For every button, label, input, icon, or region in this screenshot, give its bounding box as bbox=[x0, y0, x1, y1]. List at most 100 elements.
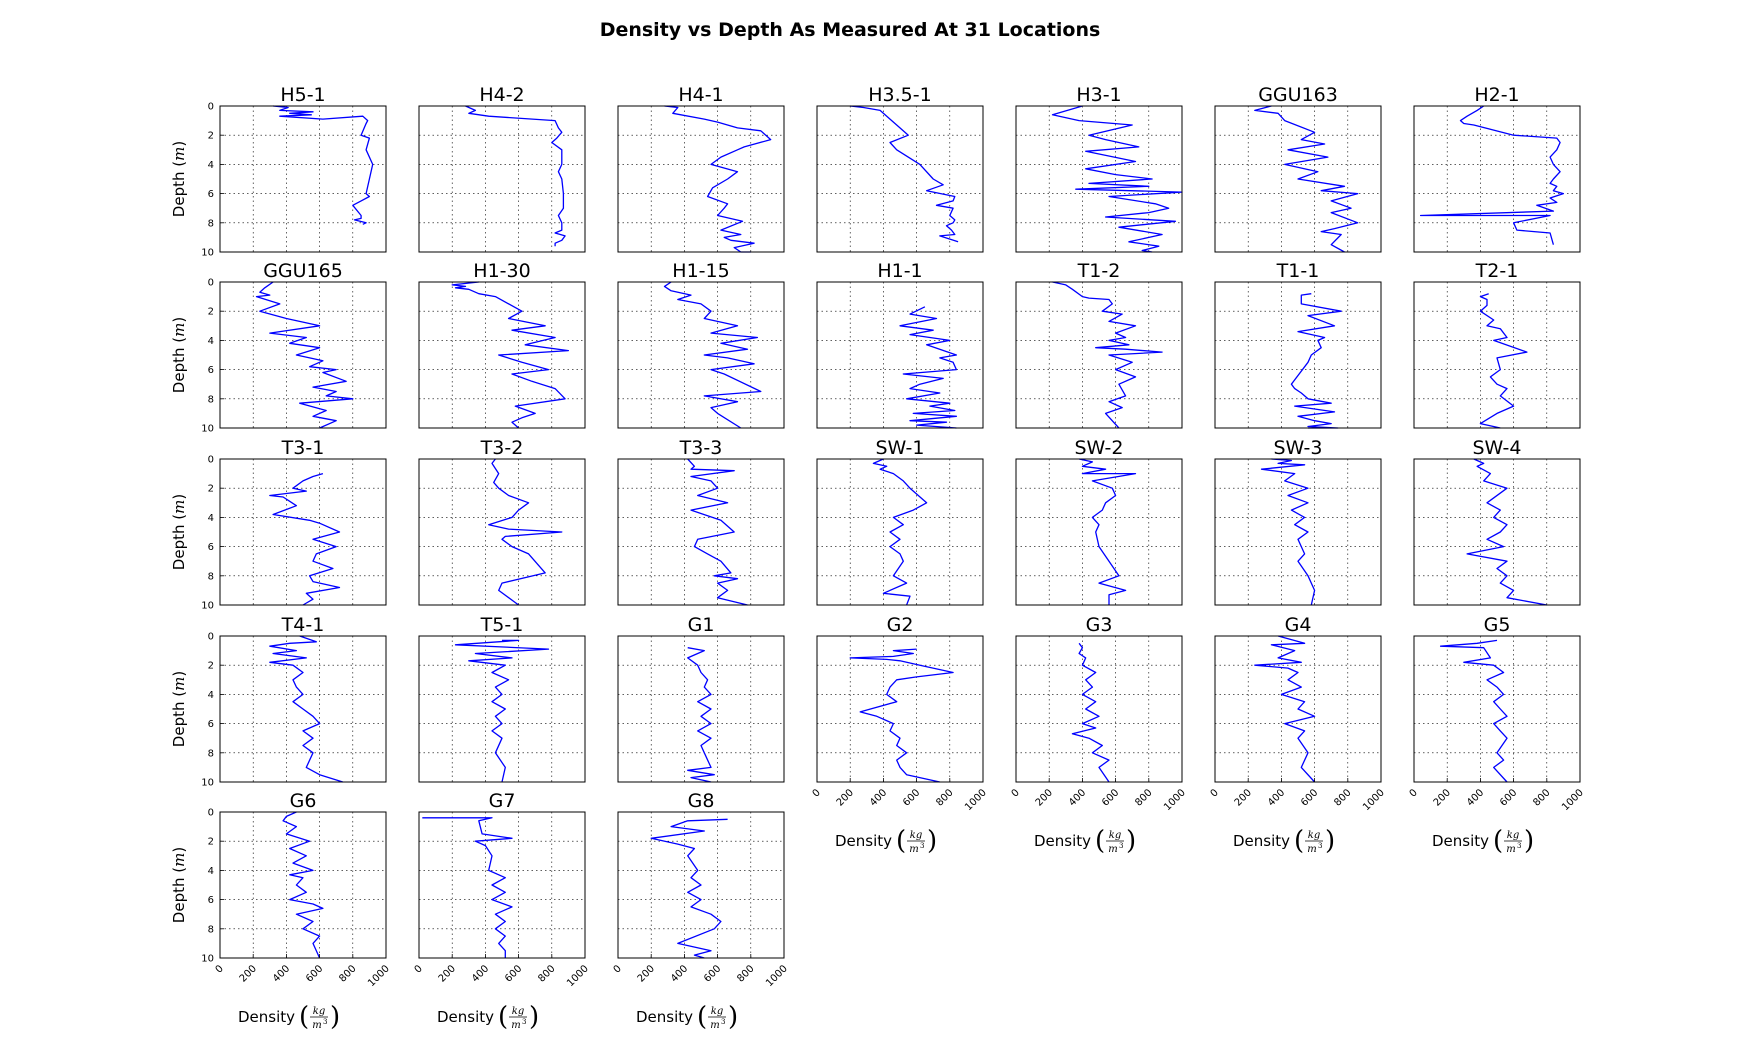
panel-g6-ylabel: Depth (m) bbox=[170, 847, 188, 923]
panel-sw-3: SW-3 bbox=[1214, 437, 1382, 606]
panel-sw-3-title: SW-3 bbox=[1273, 437, 1322, 459]
panel-h3-1-series-line bbox=[1051, 105, 1183, 253]
panel-ggu165-series-line bbox=[255, 281, 354, 429]
panel-g7-xlabel-text: Density bbox=[437, 1008, 494, 1026]
panel-t4-1-ytick-label: 4 bbox=[208, 690, 214, 701]
panel-g6-ytick-label: 6 bbox=[208, 895, 214, 906]
panel-g4-xtick-label: 600 bbox=[1299, 787, 1320, 808]
panel-h3-5-1: H3.5-1 bbox=[816, 84, 984, 253]
panel-g8-frame bbox=[617, 811, 785, 959]
panel-g5-frame bbox=[1413, 635, 1581, 783]
panel-h5-1-ylabel-unit-close: ) bbox=[170, 141, 188, 147]
panel-h3-1-frame bbox=[1015, 105, 1183, 253]
panel-g7-xtick-label: 600 bbox=[503, 963, 524, 984]
panel-g4-xtick-label: 400 bbox=[1266, 787, 1287, 808]
panel-t5-1-title: T5-1 bbox=[480, 614, 524, 636]
panel-ggu165: GGU165 0 2 4 6 8 10 Depth (m) bbox=[170, 260, 387, 435]
panel-h4-1: H4-1 bbox=[617, 84, 785, 253]
panel-ggu165-frame bbox=[219, 281, 387, 429]
panel-t3-1-ylabel: Depth (m) bbox=[170, 494, 188, 570]
panel-t1-2: T1-2 bbox=[1015, 260, 1183, 429]
panel-h1-30: H1-30 bbox=[418, 260, 586, 429]
panel-g7-xlabel-lparen: ( bbox=[498, 1002, 508, 1032]
panel-g7-xtick-label: 800 bbox=[536, 963, 557, 984]
panel-g3-xtick-label: 0 bbox=[1010, 787, 1022, 799]
panel-ggu165-title: GGU165 bbox=[263, 260, 343, 282]
panel-g8-xlabel: Density(kg m 3) bbox=[636, 1002, 738, 1032]
panel-h5-1-frame bbox=[219, 105, 387, 253]
panel-g4-xlabel-rparen: ) bbox=[1325, 826, 1335, 856]
panel-h3-5-1-series-line bbox=[850, 105, 959, 243]
panel-g2-xlabel-rparen: ) bbox=[927, 826, 937, 856]
panel-t3-1-ylabel-name: Depth bbox=[170, 520, 188, 570]
panel-sw-1-frame bbox=[816, 458, 984, 606]
panel-ggu165-ytick-label: 8 bbox=[208, 394, 214, 405]
panel-t2-1-series-line bbox=[1479, 293, 1528, 429]
panel-g6-xtick-label: 200 bbox=[238, 963, 259, 984]
panel-h5-1-title: H5-1 bbox=[280, 84, 325, 106]
panel-g8-xunit-num: kg bbox=[711, 1006, 723, 1017]
panel-g2-title: G2 bbox=[887, 614, 914, 636]
panel-g6-ytick-label: 10 bbox=[201, 954, 214, 965]
panel-g8-xtick-label: 0 bbox=[612, 963, 624, 975]
panel-g6-xtick-label: 800 bbox=[337, 963, 358, 984]
panel-h5-1-series-line bbox=[273, 105, 374, 225]
panel-g6-ytick-label: 8 bbox=[208, 924, 214, 935]
panel-t3-1-ylabel-text: Depth (m) bbox=[170, 494, 188, 570]
panel-g5-xlabel: Density(kg m 3) bbox=[1432, 826, 1534, 856]
panel-t4-1-ytick-label: 10 bbox=[201, 778, 214, 789]
panel-g4-xtick-label: 0 bbox=[1209, 787, 1221, 799]
panel-h5-1-ytick-label: 6 bbox=[208, 189, 214, 200]
panel-g3-title: G3 bbox=[1086, 614, 1113, 636]
panel-g4: G4 0 200 400 600 800 1000 Density(kg m 3) bbox=[1209, 614, 1387, 856]
panel-h1-15-title: H1-15 bbox=[672, 260, 729, 282]
panel-h5-1-ytick-label: 2 bbox=[208, 131, 214, 142]
panel-t3-3-series-line bbox=[687, 458, 748, 606]
panel-g3-xlabel-rparen: ) bbox=[1126, 826, 1136, 856]
panel-t3-1-ytick-label: 8 bbox=[208, 571, 214, 582]
panel-g4-xtick-label: 1000 bbox=[1361, 787, 1387, 813]
panel-ggu165-ytick-label: 4 bbox=[208, 336, 214, 347]
panel-g7-xtick-label: 0 bbox=[413, 963, 425, 975]
panel-ggu165-ylabel-unit-m: m bbox=[170, 323, 188, 337]
panel-t4-1-ylabel: Depth (m) bbox=[170, 671, 188, 747]
panel-t3-2: T3-2 bbox=[418, 437, 586, 606]
panel-t5-1-frame bbox=[418, 635, 586, 783]
panel-g6-xlabel-rparen: ) bbox=[330, 1002, 340, 1032]
panel-g5-xtick-label: 0 bbox=[1408, 787, 1420, 799]
panel-t4-1-ylabel-name: Depth bbox=[170, 697, 188, 747]
panel-g1: G1 bbox=[617, 614, 785, 783]
panel-t1-1-series-line bbox=[1290, 293, 1342, 429]
panel-h1-30-title: H1-30 bbox=[473, 260, 530, 282]
panel-t4-1-frame bbox=[219, 635, 387, 783]
panel-t1-1-frame bbox=[1214, 281, 1382, 429]
panel-g5-xunit-num: kg bbox=[1507, 830, 1519, 841]
panel-g1-title: G1 bbox=[688, 614, 715, 636]
panel-t1-2-title: T1-2 bbox=[1077, 260, 1121, 282]
panel-t3-3-title: T3-3 bbox=[679, 437, 723, 459]
panel-h3-1: H3-1 bbox=[1015, 84, 1183, 253]
panel-h3-1-title: H3-1 bbox=[1076, 84, 1121, 106]
panel-g3-frame bbox=[1015, 635, 1183, 783]
panel-h4-2: H4-2 bbox=[418, 84, 586, 253]
panel-g3-xunit-den: m bbox=[1108, 844, 1117, 855]
panel-t4-1-ytick-label: 0 bbox=[208, 632, 214, 643]
panel-g4-xunit-exp: 3 bbox=[1318, 842, 1322, 850]
panel-t3-1-ylabel-unit-m: m bbox=[170, 500, 188, 514]
panel-t4-1: T4-1 0 2 4 6 8 10 Depth (m) bbox=[170, 614, 387, 789]
panel-h2-1-title: H2-1 bbox=[1474, 84, 1519, 106]
panel-h1-30-series-line bbox=[451, 281, 570, 429]
panel-t3-1-frame bbox=[219, 458, 387, 606]
panel-g6-xlabel-lparen: ( bbox=[299, 1002, 309, 1032]
panel-g8-xtick-label: 200 bbox=[636, 963, 657, 984]
panel-g2-xtick-label: 200 bbox=[835, 787, 856, 808]
panel-h5-1-ytick-label: 4 bbox=[208, 160, 214, 171]
panel-g6-ylabel-unit-close: ) bbox=[170, 847, 188, 853]
panel-t5-1-series-line bbox=[454, 639, 550, 783]
panel-g7-series-line bbox=[422, 817, 513, 958]
panel-sw-4-title: SW-4 bbox=[1472, 437, 1521, 459]
panel-h2-1: H2-1 bbox=[1413, 84, 1581, 253]
panel-g8-xlabel-rparen: ) bbox=[728, 1002, 738, 1032]
